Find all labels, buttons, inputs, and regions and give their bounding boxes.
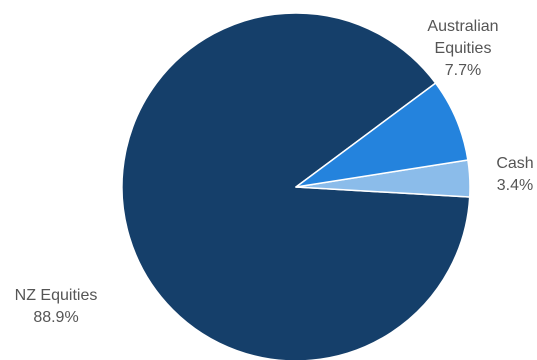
slice-label-name: Equities [435,40,492,57]
slice-label-value: 7.7% [445,62,481,79]
slice-label-value: 88.9% [33,309,78,326]
pie-slice-australian-equities [295,82,469,188]
slice-label-cash: Cash 3.4% [496,155,533,194]
slice-label-name: Australian [427,18,498,35]
slice-label-name: NZ Equities [15,287,98,304]
slice-label-value: 3.4% [497,177,533,194]
slice-label-nz-equities: NZ Equities 88.9% [15,287,98,326]
labels-layer: NZ Equities 88.9% Cash 3.4% Australian Equiti… [15,18,534,326]
slice-label-australian-equities: Australian Equities 7.7% [427,18,498,79]
slices-layer [121,12,471,360]
slice-label-name: Cash [496,155,533,172]
